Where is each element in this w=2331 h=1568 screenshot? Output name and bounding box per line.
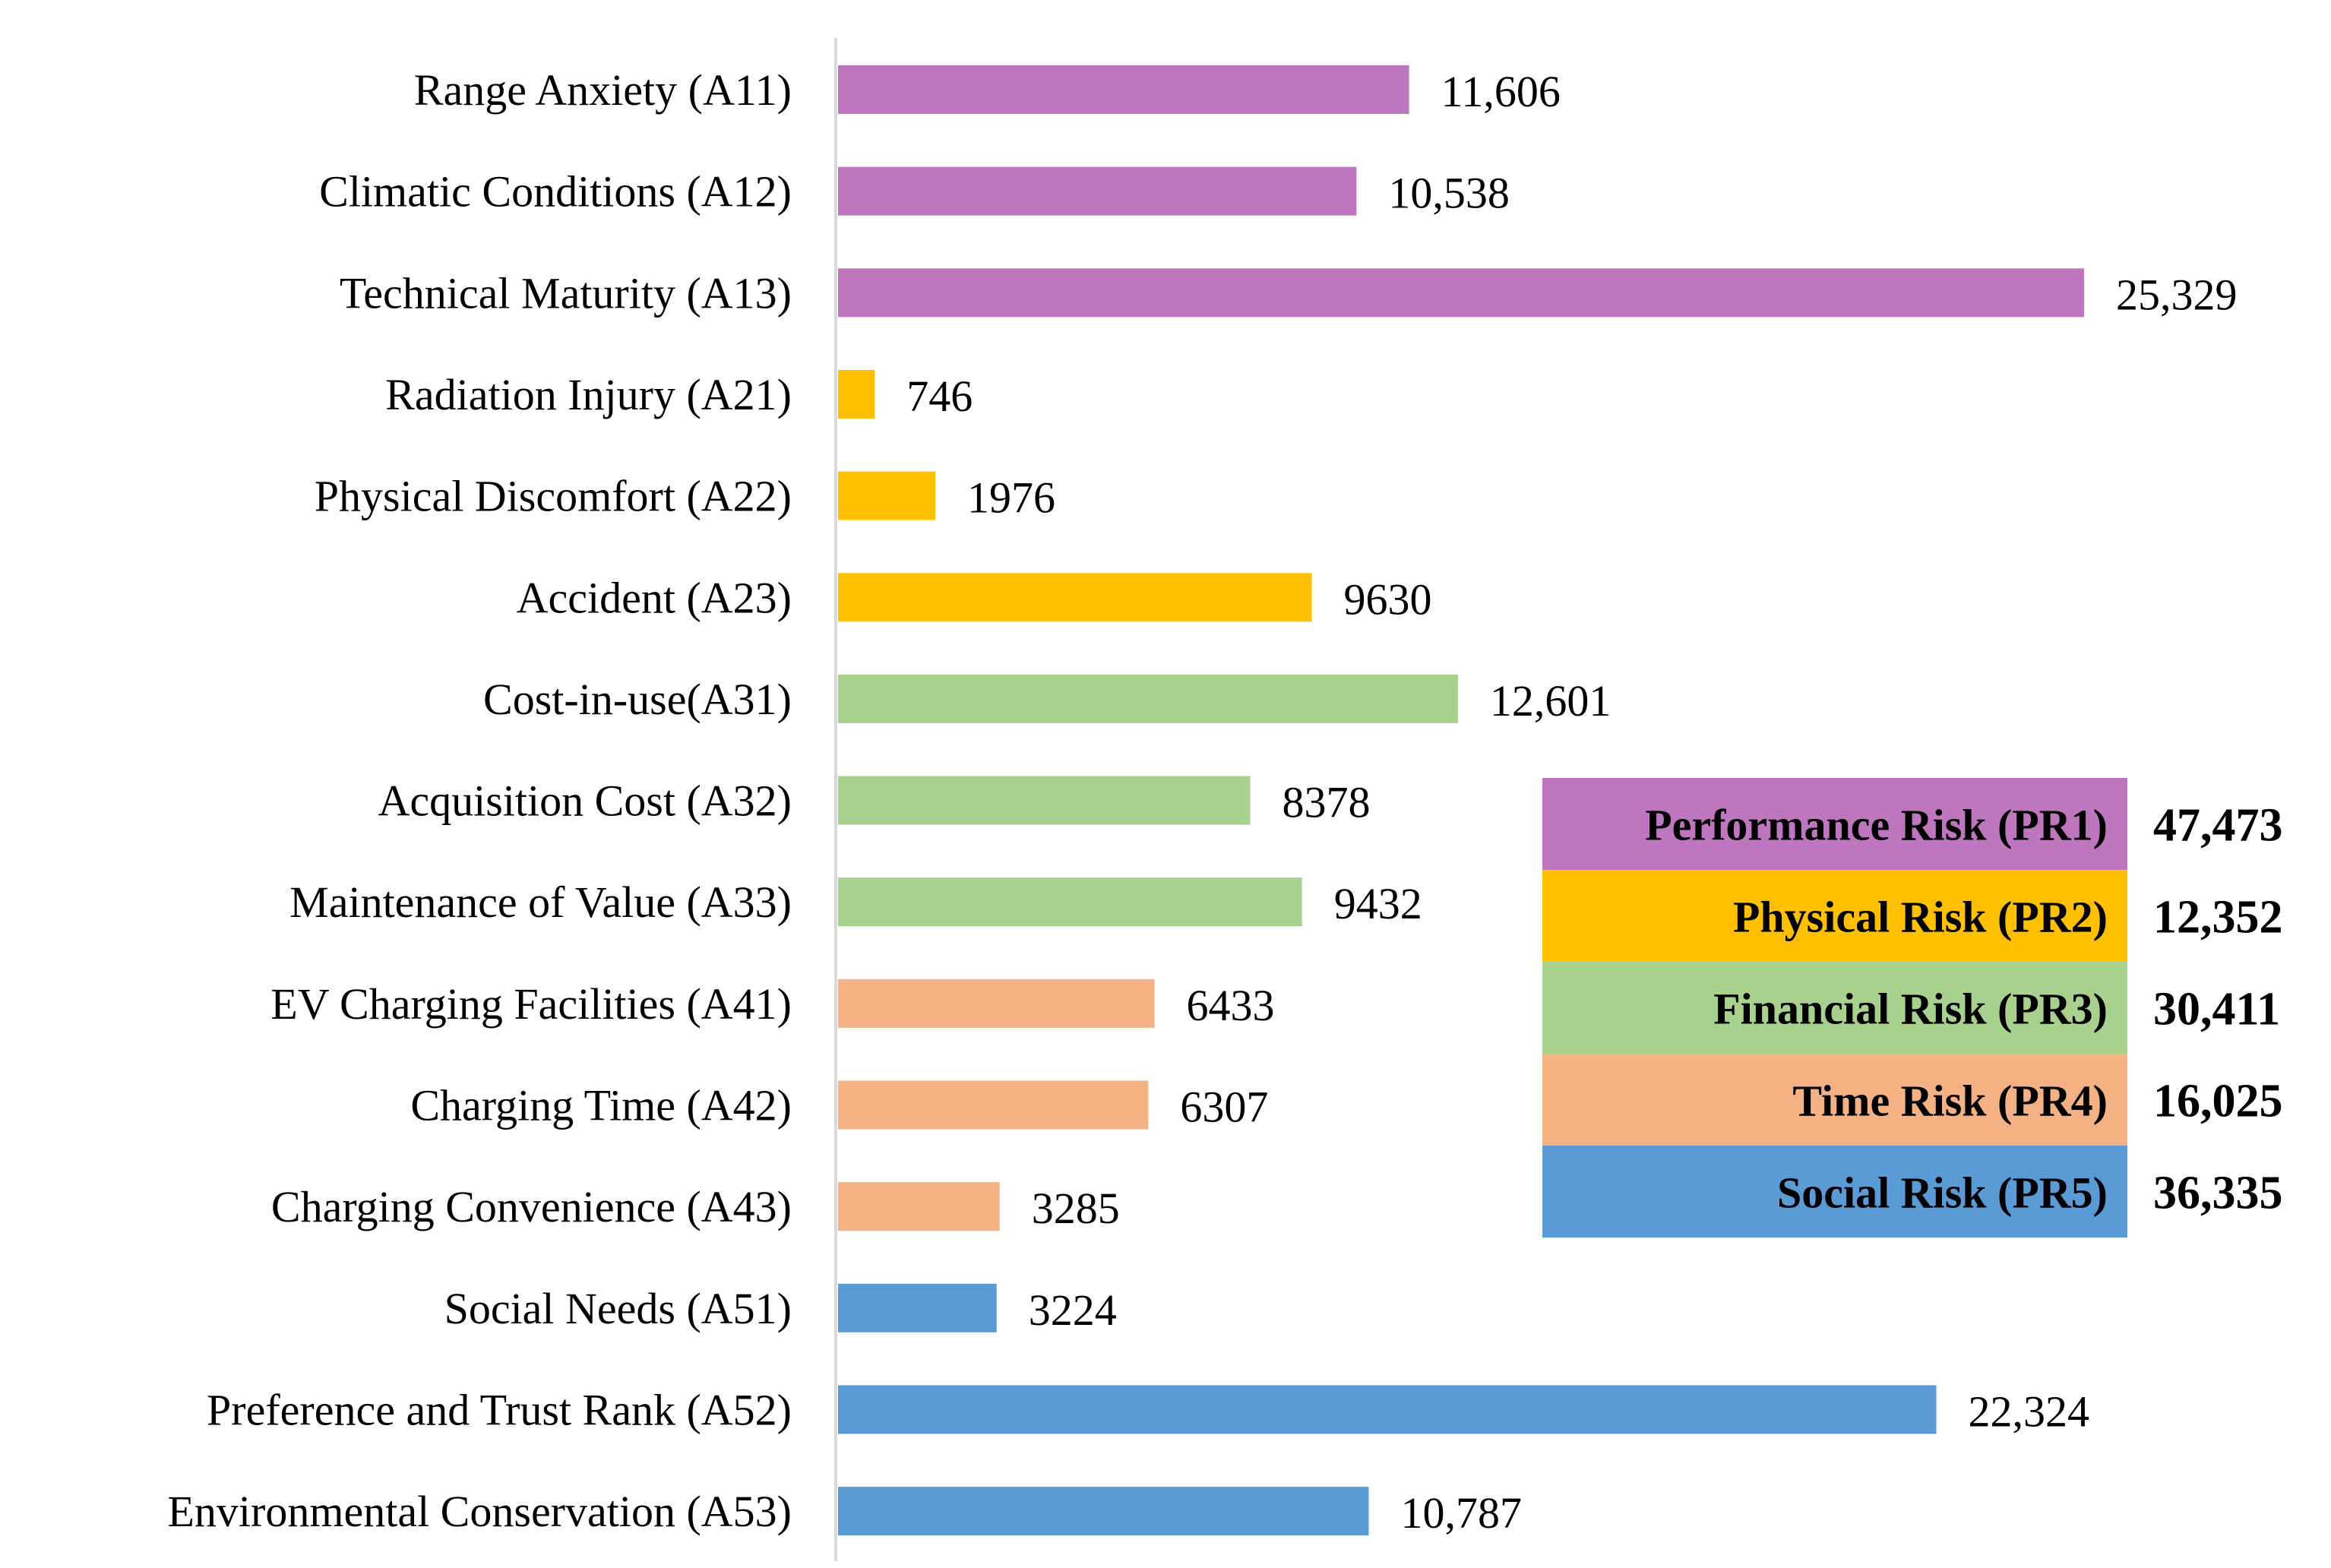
bar [838, 1080, 1149, 1130]
legend-total: 36,335 [2153, 1168, 2283, 1219]
legend-swatch [1542, 962, 2127, 1054]
legend-label: Performance Risk (PR1) [1645, 801, 2108, 850]
category-label: Accident (A23) [517, 573, 792, 622]
bar [838, 268, 2085, 318]
legend-total: 12,352 [2153, 892, 2283, 944]
legend: Performance Risk (PR1) 47,473 Physical Ris… [1542, 778, 2283, 1238]
bar [838, 674, 1458, 723]
data-label: 9432 [1334, 879, 1422, 928]
category-label: Preference and Trust Rank (A52) [207, 1385, 792, 1434]
legend-swatch [1542, 1146, 2127, 1238]
category-label: Social Needs (A51) [444, 1284, 792, 1333]
category-label: Range Anxiety (A11) [414, 65, 792, 115]
value-labels: 11,606 10,538 25,329 746 1976 9630 12,601 8378 9… [906, 67, 2237, 1538]
category-label: Acquisition Cost (A32) [378, 776, 792, 826]
category-label: Radiation Injury (A21) [385, 370, 792, 419]
data-label: 25,329 [2116, 270, 2238, 319]
bar [838, 1283, 997, 1332]
bar [838, 776, 1251, 825]
data-label: 6433 [1187, 981, 1275, 1030]
category-labels: Range Anxiety (A11) Climatic Conditions (… [168, 65, 792, 1536]
data-label: 6307 [1180, 1083, 1268, 1132]
legend-label: Financial Risk (PR3) [1713, 985, 2108, 1034]
legend-total: 16,025 [2153, 1076, 2283, 1127]
bar [838, 369, 875, 419]
data-label: 746 [906, 371, 973, 421]
bar [838, 1385, 1937, 1434]
data-label: 1976 [967, 473, 1055, 523]
legend-swatch [1542, 778, 2127, 870]
category-label: Environmental Conservation (A53) [168, 1487, 792, 1536]
data-label: 22,324 [1968, 1386, 2089, 1436]
legend-swatch [1542, 1054, 2127, 1146]
data-label: 9630 [1344, 574, 1432, 624]
bar [838, 166, 1357, 216]
category-label: Charging Convenience (A43) [271, 1182, 792, 1231]
data-label: 12,601 [1490, 676, 1611, 726]
bar [838, 1182, 1000, 1231]
data-label: 8378 [1282, 778, 1370, 827]
category-label: Cost-in-use(A31) [483, 675, 792, 724]
legend-label: Social Risk (PR5) [1777, 1168, 2108, 1218]
legend-total: 30,411 [2153, 984, 2280, 1035]
category-label: Maintenance of Value (A33) [289, 877, 792, 927]
legend-total: 47,473 [2153, 800, 2283, 852]
data-label: 3285 [1032, 1184, 1120, 1233]
bars [838, 65, 2085, 1536]
category-label: Charging Time (A42) [410, 1081, 792, 1130]
data-label: 10,538 [1388, 169, 1510, 218]
category-label: EV Charging Facilities (A41) [270, 979, 792, 1029]
legend-label: Physical Risk (PR2) [1733, 893, 2108, 942]
category-label: Technical Maturity (A13) [340, 268, 792, 318]
data-label: 11,606 [1441, 67, 1560, 116]
category-label: Physical Discomfort (A22) [315, 472, 792, 521]
bar [838, 471, 935, 520]
bar [838, 573, 1312, 622]
data-label: 10,787 [1400, 1488, 1522, 1538]
legend-swatch [1542, 870, 2127, 962]
bar [838, 978, 1155, 1028]
data-label: 3224 [1029, 1285, 1117, 1335]
bar [838, 65, 1409, 114]
bar [838, 877, 1302, 927]
legend-label: Time Risk (PR4) [1792, 1076, 2108, 1126]
category-label: Climatic Conditions (A12) [319, 167, 792, 217]
bar [838, 1487, 1369, 1536]
